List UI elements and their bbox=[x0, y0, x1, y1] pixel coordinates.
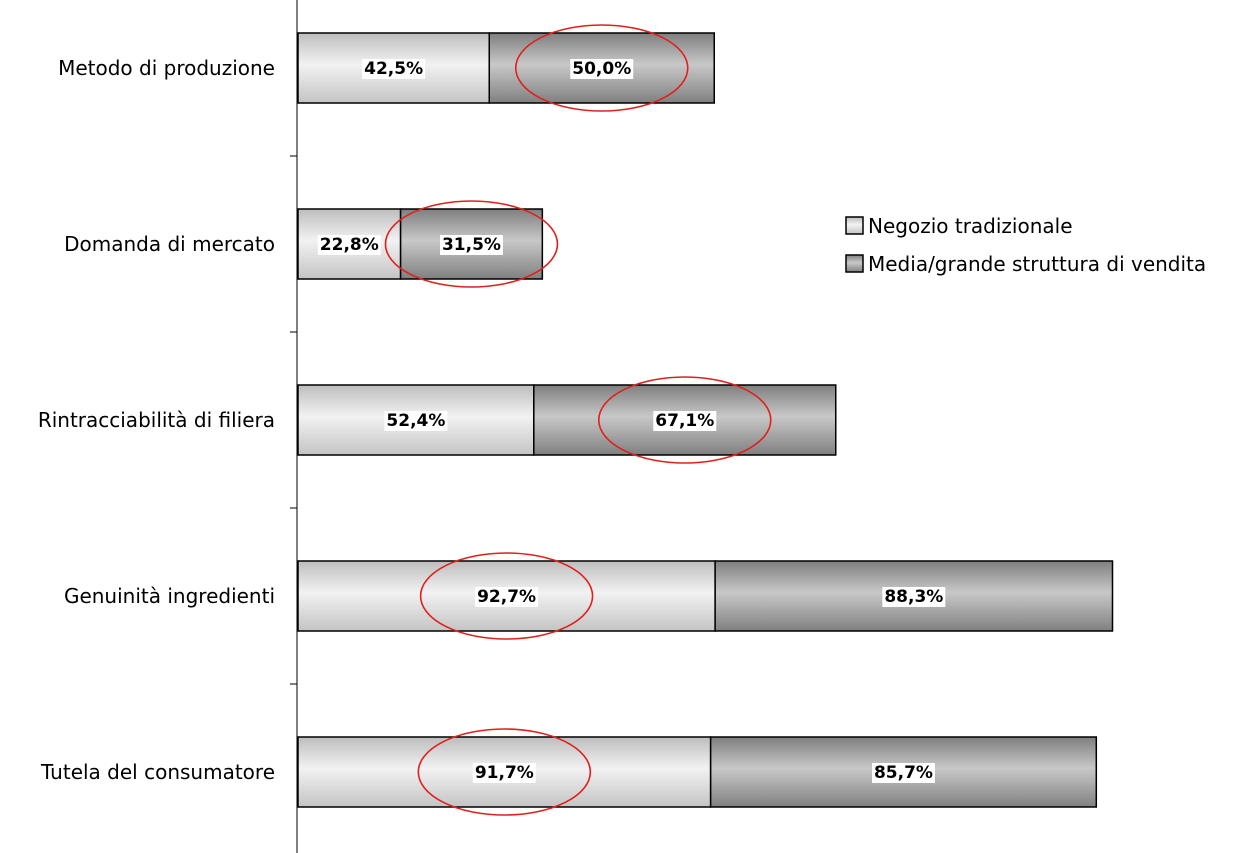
value-label-media-grande-struttura-di-vendita-genuinita-ingredienti: 88,3% bbox=[884, 587, 943, 607]
highlight-ellipse-metodo-di-produzione bbox=[514, 24, 689, 112]
category-label-domanda-di-mercato: Domanda di mercato bbox=[64, 232, 275, 256]
value-label-background bbox=[439, 235, 503, 255]
highlight-ellipse-domanda-di-mercato bbox=[384, 200, 559, 288]
value-label-background bbox=[882, 587, 946, 607]
category-label-metodo-di-produzione: Metodo di produzione bbox=[58, 56, 275, 80]
value-label-background bbox=[871, 763, 935, 783]
value-label-group: 67,1% bbox=[653, 411, 717, 431]
value-label-background bbox=[472, 763, 536, 783]
value-label-group: 91,7% bbox=[472, 763, 536, 783]
bars bbox=[297, 32, 1114, 808]
value-label-media-grande-struttura-di-vendita-domanda-di-mercato: 31,5% bbox=[442, 235, 501, 255]
value-label-media-grande-struttura-di-vendita-rintracciabilita-di-filiera: 67,1% bbox=[655, 411, 714, 431]
value-label-background bbox=[475, 587, 539, 607]
value-label-group: 52,4% bbox=[384, 411, 448, 431]
value-label-negozio-tradizionale-metodo-di-produzione: 42,5% bbox=[364, 59, 423, 79]
value-label-background bbox=[653, 411, 717, 431]
category-label-genuinita-ingredienti: Genuinità ingredienti bbox=[64, 584, 275, 608]
value-label-group: 31,5% bbox=[439, 235, 503, 255]
value-label-group: 88,3% bbox=[882, 587, 946, 607]
value-label-background bbox=[570, 59, 634, 79]
legend: Negozio tradizionale Media/grande struttu… bbox=[845, 214, 1206, 276]
value-label-background bbox=[362, 59, 426, 79]
value-label-negozio-tradizionale-genuinita-ingredienti: 92,7% bbox=[477, 587, 536, 607]
value-label-media-grande-struttura-di-vendita-tutela-del-consumatore: 85,7% bbox=[874, 763, 933, 783]
highlight-ellipses bbox=[384, 24, 772, 816]
value-label-media-grande-struttura-di-vendita-metodo-di-produzione: 50,0% bbox=[572, 59, 631, 79]
y-axis: Metodo di produzione Domanda di mercato Ri… bbox=[38, 0, 298, 853]
legend-label-negozio-tradizionale: Negozio tradizionale bbox=[868, 214, 1073, 238]
value-label-negozio-tradizionale-rintracciabilita-di-filiera: 52,4% bbox=[386, 411, 445, 431]
value-label-negozio-tradizionale-tutela-del-consumatore: 91,7% bbox=[475, 763, 534, 783]
legend-swatch-negozio-tradizionale bbox=[845, 216, 864, 235]
highlight-ellipse-rintracciabilita-di-filiera bbox=[597, 376, 772, 464]
legend-swatch-media-grande-struttura-di-vendita bbox=[845, 254, 864, 273]
value-labels: 42,5% 50,0% 22,8% 31,5% 52,4% 67,1% 92,7% 88,3%… bbox=[317, 59, 946, 783]
value-label-group: 50,0% bbox=[570, 59, 634, 79]
category-label-rintracciabilita-di-filiera: Rintracciabilità di filiera bbox=[38, 408, 275, 432]
value-label-group: 22,8% bbox=[317, 235, 381, 255]
highlight-ellipse-genuinita-ingredienti bbox=[419, 552, 594, 640]
value-label-background bbox=[384, 411, 448, 431]
highlight-ellipse-tutela-del-consumatore bbox=[417, 728, 592, 816]
category-label-tutela-del-consumatore: Tutela del consumatore bbox=[40, 760, 275, 784]
value-label-group: 42,5% bbox=[362, 59, 426, 79]
value-label-negozio-tradizionale-domanda-di-mercato: 22,8% bbox=[320, 235, 379, 255]
legend-label-media-grande-struttura-di-vendita: Media/grande struttura di vendita bbox=[868, 252, 1206, 276]
value-label-group: 85,7% bbox=[871, 763, 935, 783]
value-label-background bbox=[317, 235, 381, 255]
value-label-group: 92,7% bbox=[475, 587, 539, 607]
